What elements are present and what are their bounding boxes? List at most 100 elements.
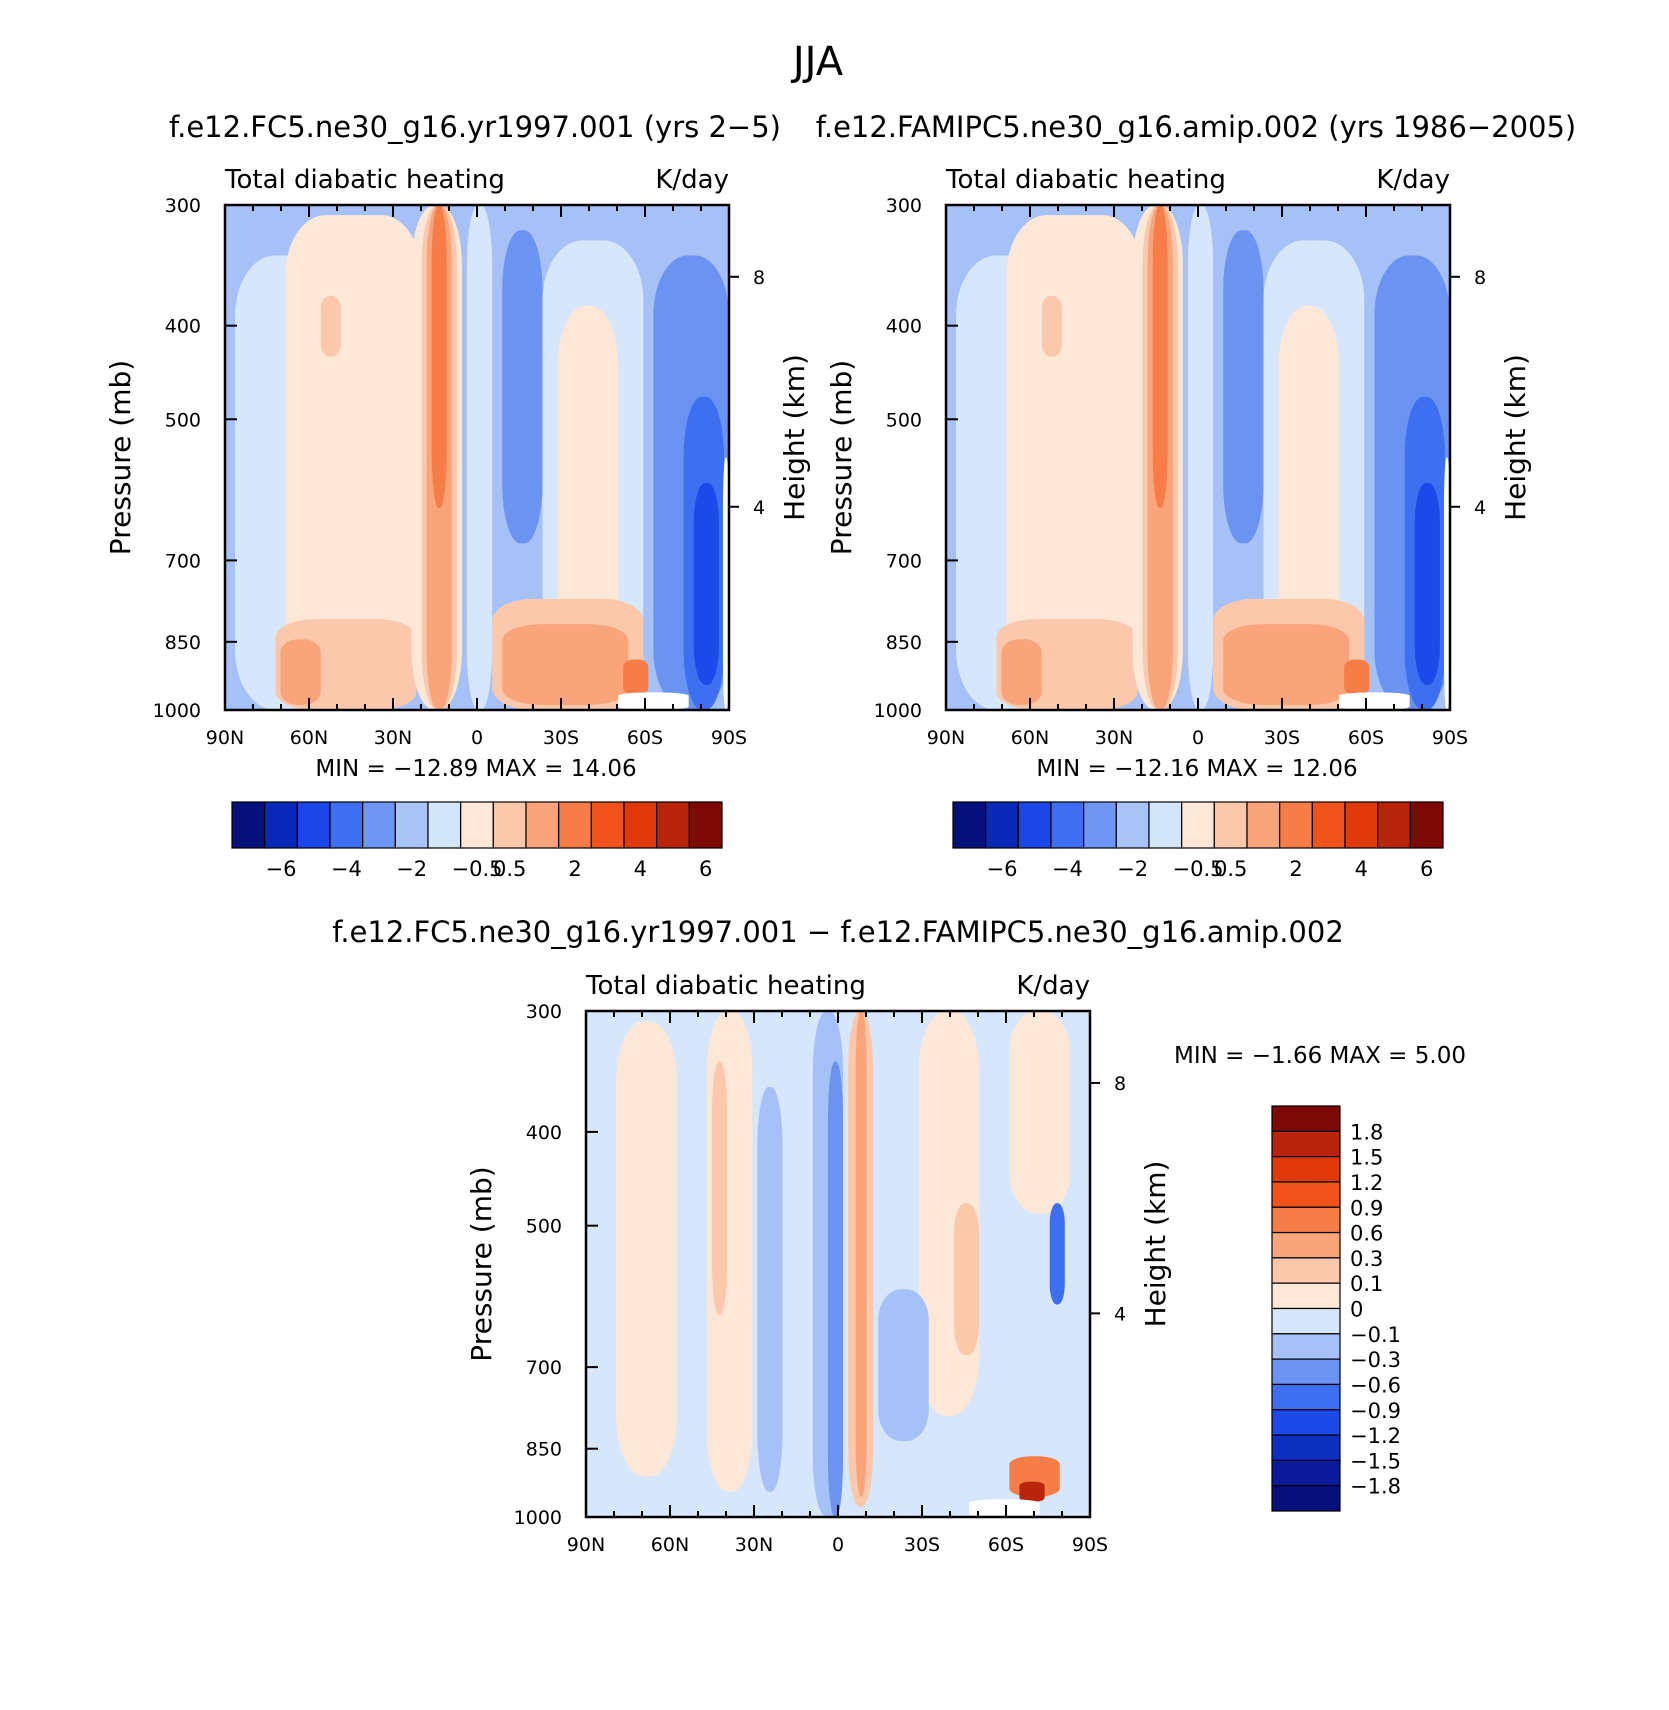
colorbar-box [427, 801, 462, 849]
y2-tick-label: 4 [1114, 1303, 1126, 1325]
colorbar-box [1017, 801, 1052, 849]
colorbar-box [525, 801, 560, 849]
y-tick-label: 300 [886, 195, 922, 217]
colorbar-box [1271, 1409, 1341, 1436]
y-tick-label: 400 [886, 316, 922, 338]
colorbar-box [1271, 1130, 1341, 1158]
colorbar-label: 0.9 [1350, 1196, 1383, 1220]
x-tick-label: 60N [290, 727, 328, 749]
panel-units-label: K/day [655, 165, 729, 195]
y2-tick-label: 8 [1114, 1073, 1126, 1095]
colorbar-box [264, 801, 298, 849]
colorbar-label: 6 [699, 857, 712, 881]
colorbar-label: −0.9 [1350, 1399, 1401, 1423]
y2-axis-title: Height (km) [778, 354, 811, 521]
panel-a: f.e12.FC5.ne30_g16.yr1997.001 (yrs 2−5) T… [104, 110, 811, 881]
colorbar-label: 4 [1355, 857, 1368, 881]
colorbar-box [1271, 1156, 1341, 1183]
colorbar: −6 −4 −2 −0.50.5 2 4 6 [952, 801, 1444, 881]
contour-region [1339, 692, 1410, 710]
contour-region [1009, 1011, 1070, 1214]
min-max-label: MIN = −1.66 MAX = 5.00 [1174, 1043, 1466, 1069]
panel-units-label: K/day [1376, 165, 1450, 195]
colorbar-box [1271, 1333, 1341, 1360]
y2-axis-title: Height (km) [1499, 354, 1532, 521]
panel-b: f.e12.FAMIPC5.ne30_g16.amip.002 (yrs 198… [816, 110, 1577, 881]
colorbar-label: −0.3 [1350, 1348, 1401, 1372]
colorbar-label: 2 [1289, 857, 1302, 881]
colorbar-box [688, 801, 723, 849]
colorbar-box [296, 801, 331, 849]
colorbar-box [1311, 801, 1346, 849]
colorbar-box [460, 801, 494, 849]
colorbar-box [1344, 801, 1379, 849]
y-tick-label: 700 [886, 550, 922, 572]
panel-left-label: Total diabatic heating [585, 971, 866, 1001]
contour-region [1414, 482, 1440, 685]
contour-field [946, 205, 1450, 710]
colorbar-box [1083, 801, 1117, 849]
colorbar-box [1148, 801, 1183, 849]
y-axis-title: Pressure (mb) [104, 360, 137, 555]
x-tick-label: 90S [1432, 727, 1468, 749]
contour-region [1443, 457, 1450, 710]
y-tick-label: 500 [526, 1216, 562, 1238]
contour-region [712, 1061, 728, 1315]
colorbar-label: −4 [1052, 857, 1083, 881]
contour-region [1223, 624, 1350, 705]
min-max-label: MIN = −12.89 MAX = 14.06 [315, 756, 636, 782]
contour-region [953, 1203, 980, 1356]
colorbar-label: −2 [396, 857, 427, 881]
x-tick-label: 90S [1072, 1534, 1108, 1556]
contour-field [225, 205, 729, 710]
colorbar-box [1213, 801, 1248, 849]
contour-region [1278, 306, 1340, 660]
contour-region [1187, 205, 1214, 710]
y-tick-label: 500 [165, 409, 201, 431]
colorbar-label: 0.1 [1350, 1272, 1383, 1296]
contour-region [502, 230, 543, 544]
colorbar-box [1271, 1257, 1341, 1284]
colorbar-label: −1.5 [1350, 1449, 1401, 1473]
y-tick-label: 300 [165, 195, 201, 217]
x-tick-label: 90N [567, 1534, 605, 1556]
x-tick-label: 60S [1348, 727, 1384, 749]
colorbar-label: −0.1 [1350, 1323, 1401, 1347]
colorbar-box [329, 801, 364, 849]
colorbar-box [362, 801, 396, 849]
x-tick-label: 0 [471, 727, 483, 749]
colorbar-label: 2 [568, 857, 581, 881]
panel-subtitle: f.e12.FC5.ne30_g16.yr1997.001 (yrs 2−5) [169, 110, 781, 144]
colorbar-label: 0.6 [1350, 1222, 1383, 1246]
y-tick-label: 700 [526, 1357, 562, 1379]
contour-region [878, 1289, 929, 1442]
panel-c: f.e12.FC5.ne30_g16.yr1997.001 − f.e12.FA… [332, 915, 1466, 1556]
panel-units-label: K/day [1016, 971, 1090, 1001]
contour-region [466, 205, 493, 710]
panels-group: f.e12.FC5.ne30_g16.yr1997.001 (yrs 2−5) T… [104, 110, 1576, 1556]
y-tick-label: 400 [165, 316, 201, 338]
x-tick-label: 60N [651, 1534, 689, 1556]
colorbar-box [558, 801, 592, 849]
y-tick-label: 1000 [153, 700, 201, 722]
contour-region [431, 205, 447, 508]
x-tick-label: 90S [711, 727, 747, 749]
contour-region [969, 1499, 1040, 1517]
contour-region [1152, 205, 1168, 508]
colorbar-label: 0.5 [1214, 857, 1247, 881]
panel-subtitle: f.e12.FAMIPC5.ne30_g16.amip.002 (yrs 198… [816, 110, 1577, 144]
contour-region [1041, 295, 1062, 357]
y-tick-label: 850 [526, 1439, 562, 1461]
colorbar-box [1246, 801, 1281, 849]
y-tick-label: 300 [526, 1001, 562, 1023]
colorbar: 1.81.51.20.90.60.30.10−0.1−0.3−0.6−0.9−1… [1271, 1105, 1401, 1512]
contour-region [827, 1061, 844, 1517]
x-tick-label: 30S [904, 1534, 940, 1556]
contour-region [1019, 1481, 1045, 1502]
x-tick-label: 30S [1264, 727, 1300, 749]
x-tick-label: 60S [988, 1534, 1024, 1556]
colorbar-label: −0.5 [452, 857, 503, 881]
contour-region [1344, 659, 1370, 695]
colorbar-box [1271, 1206, 1341, 1234]
